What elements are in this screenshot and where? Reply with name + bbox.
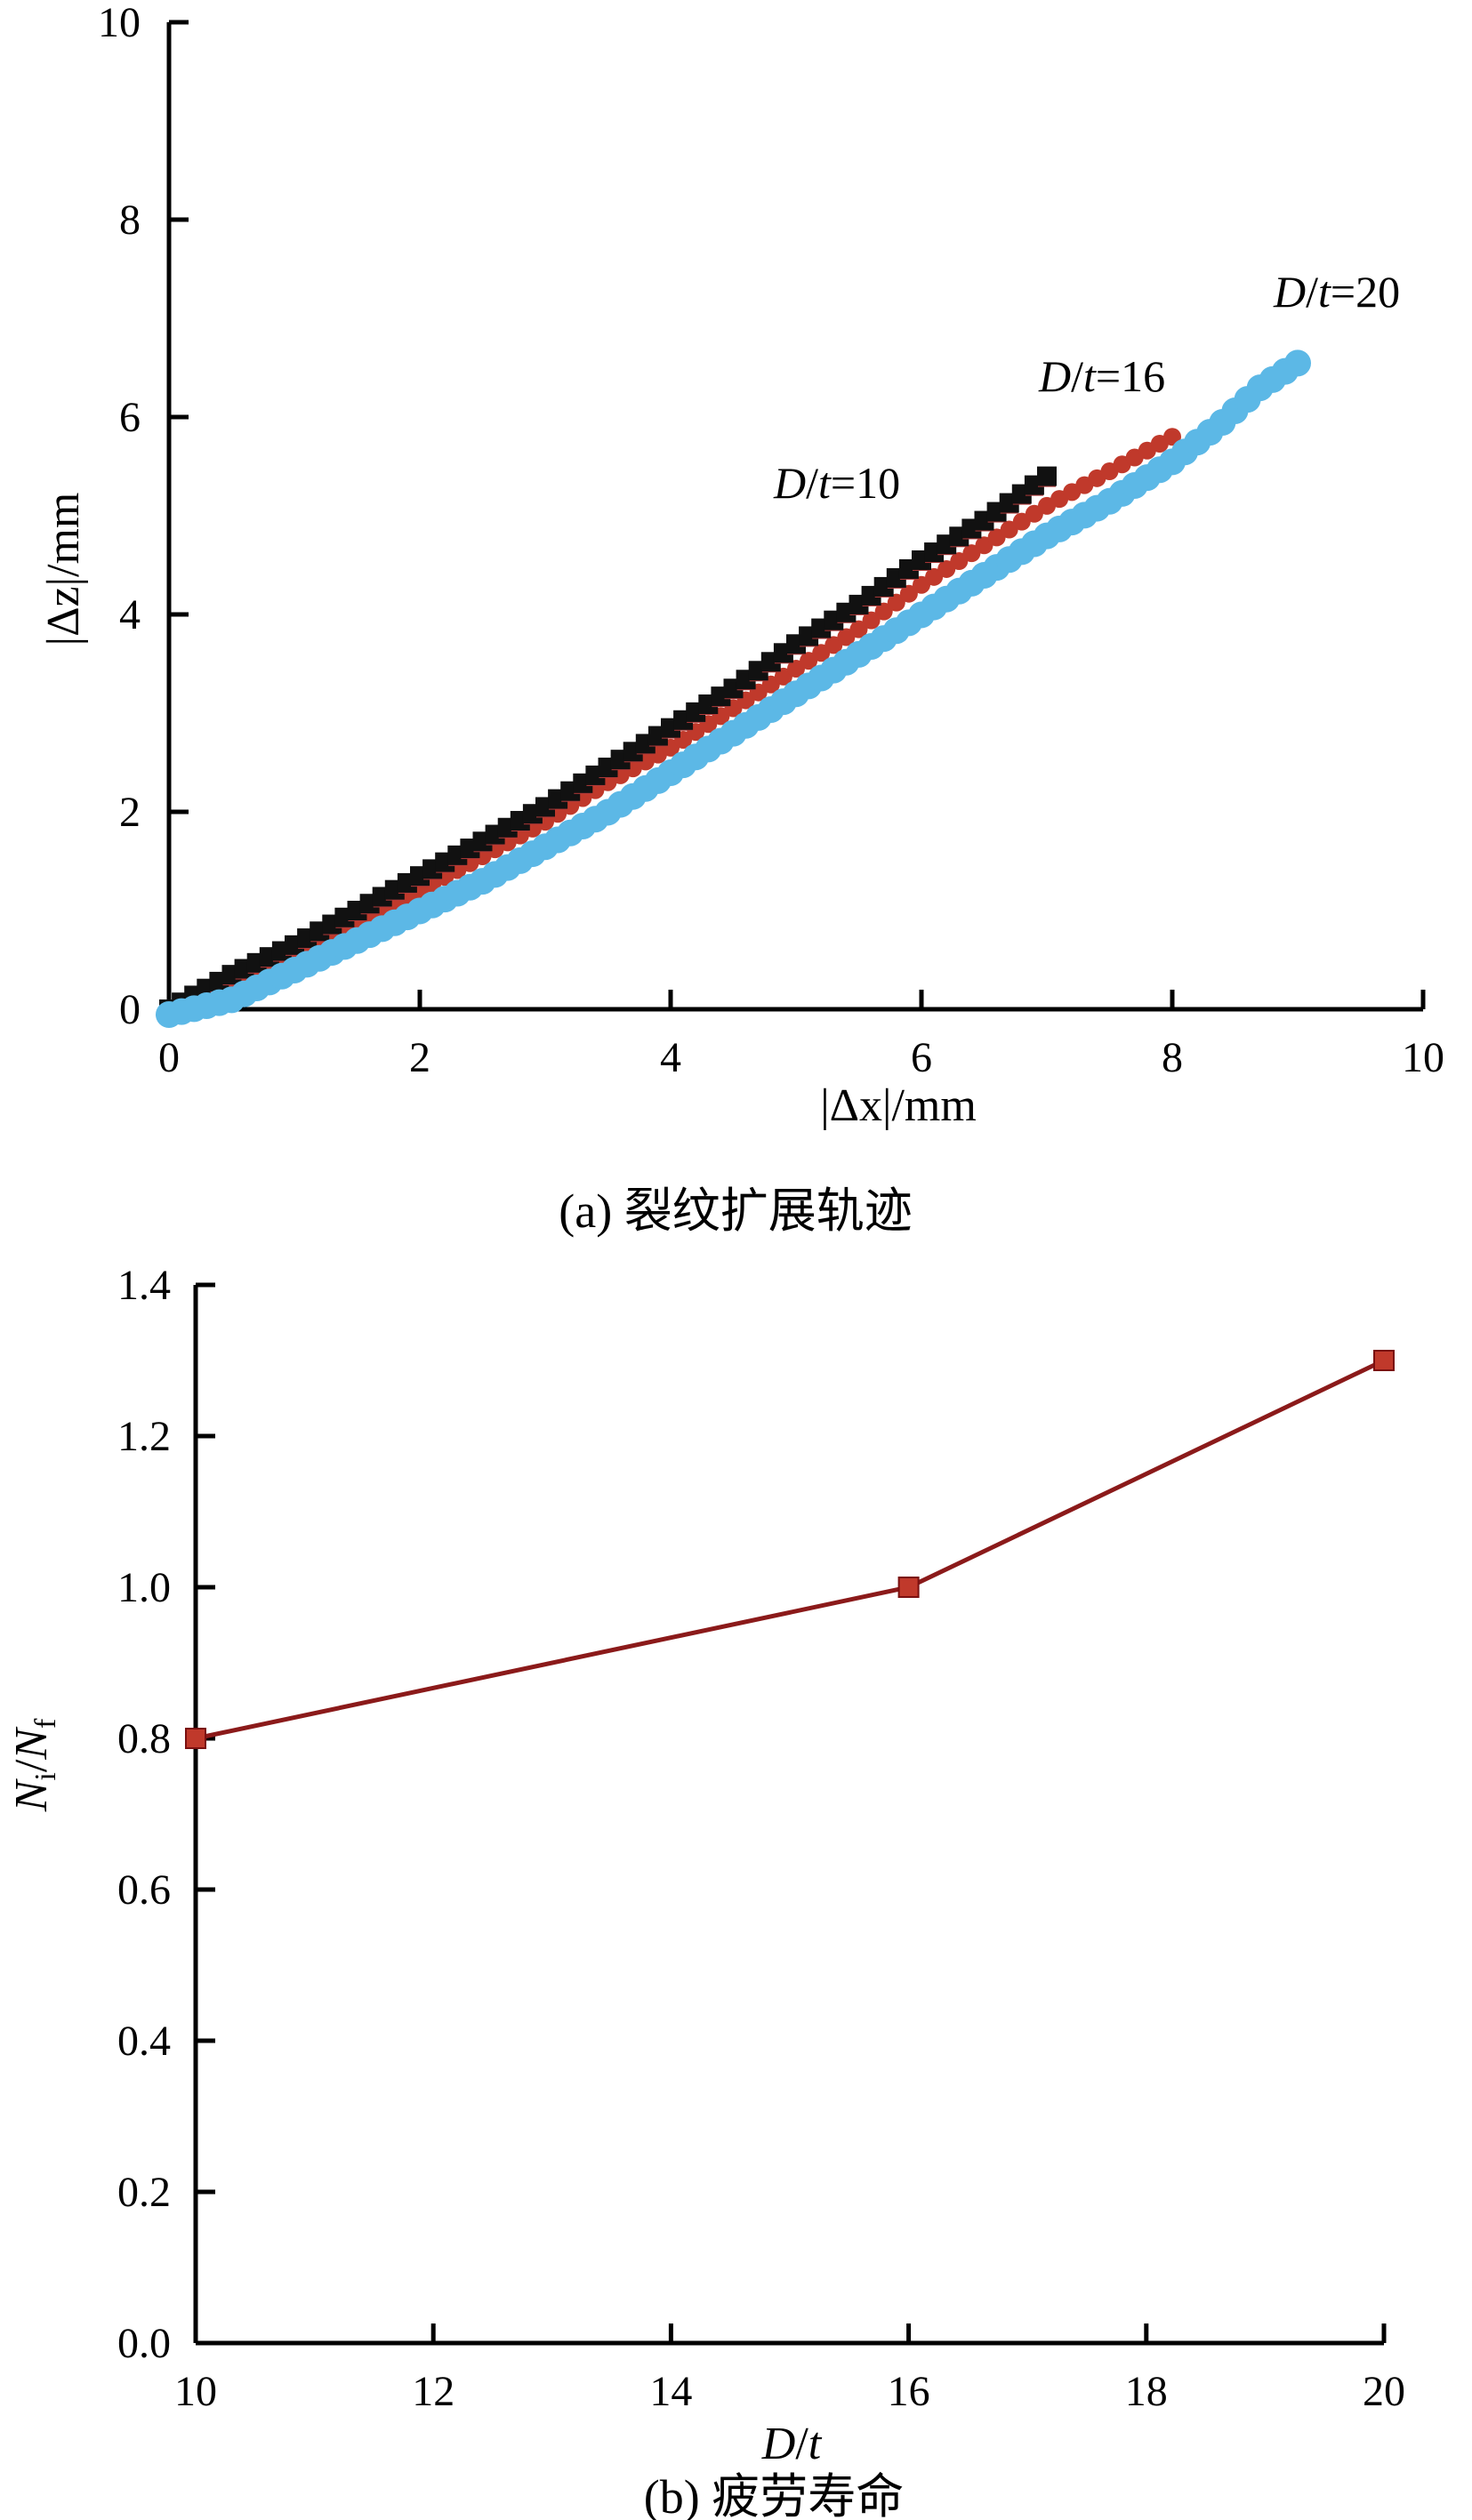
panel-b-y-title-sub-i: i: [29, 1772, 62, 1780]
panel-b-x-title-t: t: [808, 2419, 823, 2469]
panel-a-y-tick-label: 10: [98, 0, 141, 46]
panel-a-x-axis-title: |Δx|/mm: [820, 1080, 977, 1131]
panel-b-y-axis-title: Ni/Nf: [6, 1718, 62, 1812]
series-label-dt10-slash: /: [806, 458, 818, 508]
panel-b-x-title-slash: /: [795, 2419, 808, 2469]
panel-b-x-tick-label: 18: [1125, 2368, 1168, 2415]
panel-b-y-tick-label: 1.2: [117, 1413, 171, 1460]
panel-b-y-tick-label: 0.2: [117, 2169, 171, 2216]
panel-a-caption: (a) 裂纹扩展轨迹: [559, 1184, 912, 1238]
panel-a-y-tick-label: 4: [119, 591, 141, 638]
panel-a-ticks: 0 2 4 6 8 10 0 2 4 6 8 10: [98, 0, 1444, 1081]
panel-b-x-tick-label: 10: [174, 2368, 217, 2415]
panel-a-y-axis-title: |Δz|/mm: [38, 493, 89, 646]
panel-a-x-tick-label: 0: [158, 1034, 180, 1081]
panel-b-fatigue-life-chart: 10 12 14 16 18 200.00.20.40.60.81.01.21.4 Ni/…: [6, 1262, 1405, 2520]
series-label-dt20-slash: /: [1306, 267, 1318, 317]
series-label-dt16-t: t: [1083, 351, 1097, 401]
panel-b-y-tick-label: 0.6: [117, 1866, 171, 1914]
panel-b-y-tick-label: 0.0: [117, 2320, 171, 2367]
panel-a-data-points: [156, 349, 1311, 1028]
series-label-dt10-d: D: [773, 458, 806, 508]
panel-b-x-tick-label: 16: [888, 2368, 930, 2415]
data-point-dt16: [862, 611, 881, 630]
data-point-dt16: [849, 620, 868, 638]
panel-a-x-tick-label: 4: [660, 1034, 681, 1081]
panel-a-series-d-t-20: [156, 349, 1311, 1028]
series-label-dt16-d: D: [1038, 351, 1071, 401]
panel-b-y-title-sub-f: f: [29, 1718, 62, 1729]
panel-b-data-point: [1373, 1350, 1395, 1371]
panel-a-x-tick-label: 6: [911, 1034, 932, 1081]
panel-b-data-point: [185, 1728, 206, 1749]
panel-b-x-tick-label: 20: [1363, 2368, 1405, 2415]
data-point-dt10: [1037, 466, 1057, 486]
data-point-dt16: [874, 602, 893, 621]
data-point-dt20: [1284, 349, 1311, 377]
data-point-dt16: [1163, 428, 1181, 446]
panel-b-y-title-n2: N: [6, 1726, 57, 1761]
series-label-dt16: D/t=16: [1038, 351, 1165, 401]
series-label-dt16-value: =16: [1096, 351, 1165, 401]
panel-b-y-tick-label: 0.8: [117, 1715, 171, 1762]
panel-b-y-title-slash: /: [6, 1759, 57, 1772]
panel-b-caption: (b) 疲劳寿命: [644, 2470, 904, 2520]
series-label-dt20-value: =20: [1331, 267, 1400, 317]
data-point-dt16: [899, 584, 918, 603]
series-label-dt16-slash: /: [1071, 351, 1083, 401]
panel-b-ticks: 10 12 14 16 18 20 0.0 0.2 0.4 0.6 0.8 1.0 1.2 1.4: [117, 1262, 1405, 2415]
panel-a-series-d-t-10: [159, 466, 1057, 1020]
series-label-dt20-t: t: [1318, 267, 1331, 317]
panel-b-data-point: [897, 1577, 920, 1598]
panel-b-series: [185, 1350, 1395, 1749]
panel-b-y-tick-label: 1.4: [117, 1262, 171, 1309]
series-label-dt20: D/t=20: [1273, 267, 1400, 317]
panel-b-x-tick-label: 12: [412, 2368, 454, 2415]
panel-a-axes: [166, 22, 1423, 1012]
panel-b-x-title-d: D: [761, 2419, 796, 2469]
series-label-dt10-value: =10: [831, 458, 900, 508]
series-label-dt10: D/t=10: [773, 458, 900, 508]
panel-b-series-line: [195, 1358, 1386, 1741]
panel-a-x-tick-label: 10: [1402, 1034, 1444, 1081]
panel-a-x-tick-label: 2: [409, 1034, 430, 1081]
panel-a-y-tick-label: 8: [119, 197, 141, 244]
panel-b-x-tick-label: 14: [649, 2368, 692, 2415]
panel-b-axes: [193, 1285, 1384, 2346]
panel-a-x-tick-label: 8: [1162, 1034, 1183, 1081]
series-label-dt20-d: D: [1273, 267, 1306, 317]
panel-b-y-tick-label: 1.0: [117, 1564, 171, 1611]
panel-b-y-tick-label: 0.4: [117, 2018, 171, 2065]
series-label-dt10-t: t: [818, 458, 832, 508]
panel-b-y-title-n1: N: [6, 1778, 57, 1812]
panel-b-x-axis-title: D/t: [761, 2419, 823, 2469]
data-point-dt16: [887, 593, 905, 612]
panel-a-y-tick-label: 2: [119, 789, 141, 836]
panel-a-y-tick-label: 0: [119, 986, 141, 1033]
panel-a-y-tick-label: 6: [119, 394, 141, 441]
